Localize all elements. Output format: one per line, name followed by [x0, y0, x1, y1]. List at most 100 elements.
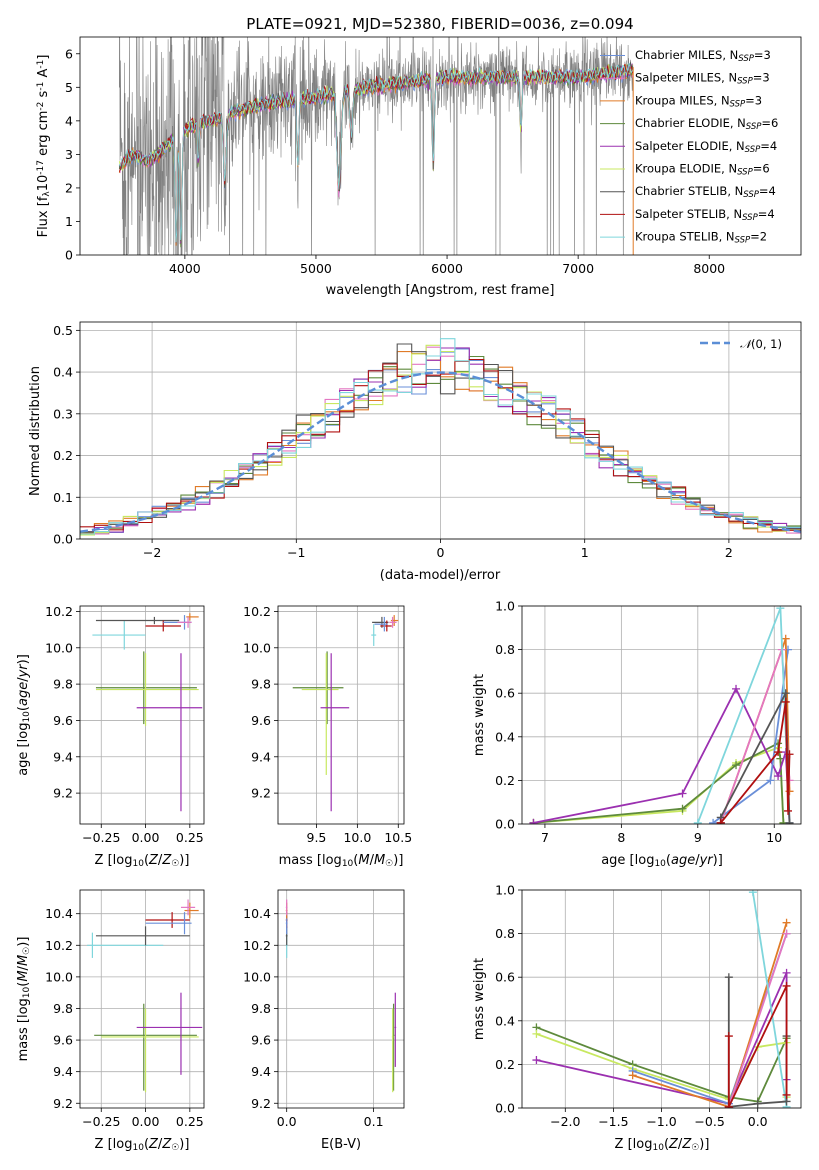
- label-part: ☉: [171, 1143, 179, 1153]
- label-part: 10: [132, 859, 144, 869]
- model-salpeter-stelib: [118, 63, 634, 243]
- x-tick-label: −0.25: [82, 1114, 120, 1129]
- legend-value: =3: [754, 48, 771, 62]
- weight-marker: [748, 890, 757, 897]
- label-part: /: [16, 965, 31, 970]
- label-part: 10: [22, 986, 32, 998]
- y-tick-label: 10.2: [243, 938, 271, 953]
- label-part: age: [16, 682, 31, 706]
- y-tick-label: 10.0: [243, 640, 271, 655]
- y-tick-label: 10.0: [45, 640, 73, 655]
- weight-marker: [678, 789, 687, 798]
- y-tick-label: 9.6: [53, 1033, 73, 1048]
- label-part: /: [158, 1137, 163, 1152]
- label-part: ): [179, 853, 184, 868]
- label-part: ): [393, 853, 398, 868]
- weight-marker: [785, 818, 794, 824]
- legend-value: =3: [745, 93, 762, 107]
- axes-frame: [79, 36, 802, 256]
- y-tick-label: 9.4: [53, 1064, 73, 1079]
- weight-marker: [732, 684, 741, 693]
- legend-value: =2: [750, 230, 767, 244]
- plot-area: [87, 899, 203, 1093]
- y-tick-label: 9.4: [53, 749, 73, 764]
- weight-line-salpeter-elodie: [533, 686, 791, 824]
- weight-marker: [716, 818, 725, 824]
- y-axis-label: Normed distribution: [28, 366, 43, 496]
- label-part: -1: [36, 60, 46, 69]
- legend-sub: SSP: [745, 145, 761, 155]
- legend-value: =4: [758, 207, 775, 221]
- plots-group: 4000 5000 6000 7000 8000 0 1 2 3 4 5 6 Chabrier MILE…: [16, 36, 802, 1153]
- y-tick-label: 10.4: [45, 906, 73, 921]
- spectrum-legend: Chabrier MILES, NSSP=3 Salpeter MILES, NS…: [600, 48, 778, 246]
- label-part: log: [16, 723, 31, 743]
- label-part: log: [633, 1137, 653, 1152]
- weight-marker: [774, 772, 783, 781]
- x-axis-label: Z [log10(Z/Z☉)]: [615, 1137, 710, 1153]
- weight-marker: [529, 818, 538, 824]
- label-part: /: [695, 853, 700, 868]
- label-part: ): [16, 659, 31, 664]
- legend-sub: SSP: [730, 100, 746, 110]
- legend-sub: SSP: [735, 236, 751, 246]
- weight-line-kroupa-stelib: [752, 892, 788, 1108]
- x-tick-label: −1.5: [598, 1114, 628, 1129]
- label-part: ☉: [171, 859, 179, 869]
- legend-entry: Kroupa STELIB, NSSP=2: [635, 230, 767, 246]
- x-axis-label: E(B-V): [321, 1137, 361, 1152]
- legend-entry: Salpeter STELIB, NSSP=4: [635, 207, 775, 223]
- x-tick-label: 1: [581, 545, 589, 560]
- x-axis-label: age [log10(age/yr)]: [601, 853, 723, 869]
- label-part: (: [664, 1137, 669, 1152]
- label-part: 10: [652, 1143, 664, 1153]
- x-axis-label: Z [log10(Z/Z☉)]: [95, 853, 190, 869]
- weight-marker: [766, 776, 775, 785]
- label-part: log: [635, 853, 655, 868]
- y-tick-label: 9.2: [53, 1096, 73, 1111]
- axes-frame: [521, 605, 802, 825]
- model-kroupa-stelib: [118, 62, 634, 243]
- label-part: ☉: [22, 947, 32, 955]
- legend-part: (0, 1): [751, 337, 782, 351]
- weight-marker: [782, 968, 791, 977]
- y-tick-label: 6: [65, 46, 73, 61]
- label-part: mass [: [279, 853, 322, 868]
- x-tick-label: −0.5: [694, 1114, 724, 1129]
- label-part: age [: [601, 853, 634, 868]
- label-part: Z: [148, 1137, 159, 1152]
- x-tick-label: 8000: [693, 261, 725, 276]
- figure-title: PLATE=0921, MJD=52380, FIBERID=0036, z=0…: [246, 15, 633, 33]
- legend-value: =6: [761, 116, 778, 130]
- y-tick-label: 5: [65, 80, 73, 95]
- weight-marker: [781, 689, 790, 698]
- label-part: erg cm: [36, 111, 51, 160]
- y-tick-label: 0.4: [495, 1013, 515, 1028]
- legend-entry: Chabrier ELODIE, NSSP=6: [635, 116, 778, 132]
- weight-line-salpeter-miles: [727, 933, 788, 1108]
- legend-value: =6: [753, 162, 770, 176]
- weight-line-salpeter-stelib: [727, 985, 788, 1108]
- legend-sub: SSP: [737, 77, 753, 87]
- legend-entry: Kroupa MILES, NSSP=3: [635, 93, 762, 109]
- label-part: (: [353, 853, 358, 868]
- y-axis-label: mass weight: [472, 958, 487, 1040]
- y-tick-label: 0.3: [53, 406, 73, 421]
- plot-area: [532, 890, 791, 1108]
- x-tick-label: 0.25: [176, 1114, 204, 1129]
- y-tick-label: 9.2: [251, 1096, 271, 1111]
- x-tick-label: −1: [287, 545, 305, 560]
- label-part: yr: [16, 663, 31, 679]
- label-part: (: [144, 1137, 149, 1152]
- x-tick-label: 0.0: [748, 1114, 768, 1129]
- label-part: λ: [42, 191, 52, 197]
- weight-marker: [785, 750, 794, 759]
- legend-entry: Chabrier MILES, NSSP=3: [635, 48, 771, 64]
- legend-sub: SSP: [743, 190, 759, 200]
- weight-marker: [782, 981, 791, 990]
- y-tick-label: 9.4: [251, 749, 271, 764]
- label-part: log: [322, 853, 342, 868]
- x-tick-label: 7000: [562, 261, 594, 276]
- weight-marker: [532, 1029, 541, 1038]
- y-tick-label: 10.0: [243, 969, 271, 984]
